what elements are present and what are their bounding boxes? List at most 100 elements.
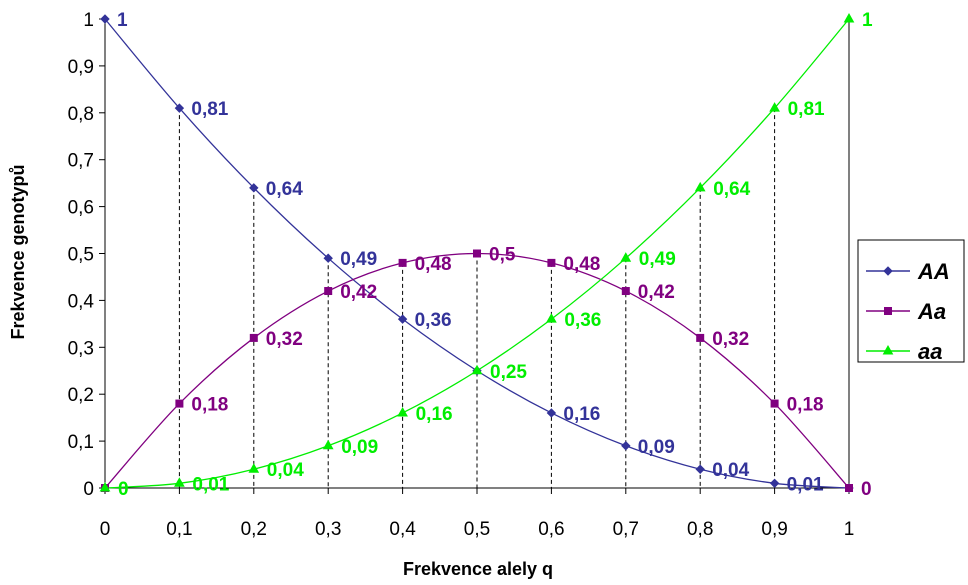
y-tick-label: 0,2 xyxy=(68,385,94,406)
x-tick-label: 0,4 xyxy=(389,519,416,540)
data-point-AA xyxy=(397,314,408,324)
data-point-Aa xyxy=(324,287,333,296)
series-markers xyxy=(99,12,855,493)
data-point-AA xyxy=(174,103,185,113)
x-tick-label: 0,9 xyxy=(761,519,787,540)
series-line-AA xyxy=(104,18,850,489)
axes xyxy=(99,18,850,494)
data-label-Aa: 0,48 xyxy=(563,254,600,275)
data-point-AA xyxy=(621,441,631,451)
x-axis-title: Frekvence alely q xyxy=(403,559,553,579)
data-point-AA xyxy=(323,253,333,263)
data-point-aa xyxy=(99,481,111,492)
y-tick-label: 0,9 xyxy=(68,57,94,78)
legend-label-AA: AA xyxy=(917,259,950,284)
data-point-aa xyxy=(620,252,632,262)
data-label-aa: 0,01 xyxy=(192,474,229,495)
data-point-AA xyxy=(769,478,780,489)
legend-marker-Aa xyxy=(884,307,892,315)
data-label-Aa: 0,18 xyxy=(191,395,228,416)
data-point-aa xyxy=(769,102,780,112)
data-point-aa xyxy=(546,313,557,323)
data-point-aa xyxy=(694,181,706,192)
y-tick-label: 0,4 xyxy=(68,291,95,312)
data-point-Aa xyxy=(770,399,779,408)
y-tick-label: 0,6 xyxy=(68,198,94,219)
data-point-AA xyxy=(100,14,110,24)
x-tick-label: 0,5 xyxy=(464,519,490,540)
y-tick-labels: 0 0,1 0,2 0,3 0,4 0,5 0,6 0,7 0,8 0,9 1 xyxy=(68,10,95,500)
data-point-AA xyxy=(546,408,557,418)
data-point-Aa xyxy=(249,333,258,342)
data-label-aa: 0,25 xyxy=(490,362,527,383)
data-label-AA: 0,16 xyxy=(563,404,600,425)
data-label-Aa: 0 xyxy=(861,479,872,500)
data-label-AA: 0,36 xyxy=(415,310,452,331)
x-tick-label: 0 xyxy=(100,519,111,540)
x-tick-label: 0,2 xyxy=(241,519,267,540)
data-label-Aa: 0,18 xyxy=(787,395,824,416)
legend: AA Aa aa xyxy=(857,239,965,364)
data-label-aa: 0,16 xyxy=(416,404,453,425)
data-point-Aa xyxy=(696,333,705,342)
y-tick-label: 0 xyxy=(83,479,94,500)
data-point-AA xyxy=(249,183,259,193)
data-label-AA: 1 xyxy=(117,10,128,31)
data-label-Aa: 0,32 xyxy=(266,329,303,350)
data-label-aa: 0,64 xyxy=(713,179,750,200)
drop-lines xyxy=(178,108,776,488)
legend-marker-AA xyxy=(883,266,893,276)
data-point-aa xyxy=(174,477,185,487)
data-label-AA: 0,09 xyxy=(638,437,675,458)
data-point-Aa xyxy=(175,399,184,408)
data-point-Aa xyxy=(473,249,481,258)
x-tick-label: 0,8 xyxy=(687,519,713,540)
x-tick-label: 1 xyxy=(844,519,855,540)
data-point-aa xyxy=(322,439,334,450)
legend-label-Aa: Aa xyxy=(917,299,946,324)
y-axis-title: Frekvence genotypů xyxy=(8,164,28,339)
data-point-aa xyxy=(248,463,260,473)
data-point-Aa xyxy=(621,287,630,296)
legend-box xyxy=(857,239,965,363)
data-point-aa xyxy=(471,364,483,375)
data-label-Aa: 0,42 xyxy=(638,282,675,303)
y-tick-label: 1 xyxy=(83,10,94,31)
x-tick-label: 0,1 xyxy=(166,519,192,540)
data-label-AA: 0,64 xyxy=(266,179,303,200)
x-tick-labels: 0 0,1 0,2 0,3 0,4 0,5 0,6 0,7 0,8 0,9 1 xyxy=(100,519,855,540)
y-tick-label: 0,8 xyxy=(68,104,94,125)
data-label-AA: 0,01 xyxy=(787,474,824,495)
y-tick-label: 0,7 xyxy=(68,151,94,172)
data-point-AA xyxy=(695,464,705,474)
data-label-aa: 0,49 xyxy=(639,249,676,270)
data-label-aa: 0 xyxy=(118,479,129,500)
data-point-Aa xyxy=(547,258,556,267)
y-tick-label: 0,1 xyxy=(68,432,94,453)
data-point-aa xyxy=(397,406,408,417)
x-tick-label: 0,7 xyxy=(613,519,639,540)
x-tick-label: 0,3 xyxy=(315,519,341,540)
x-tick-label: 0,6 xyxy=(538,519,564,540)
data-label-AA: 0,04 xyxy=(712,460,749,481)
series-line-aa xyxy=(104,18,850,489)
data-labels: 1 0,81 0,64 0,49 0,36 0,16 0,09 0,04 0,01 0,18 0,3… xyxy=(117,10,873,500)
data-point-Aa xyxy=(845,484,853,492)
data-label-Aa: 0,32 xyxy=(712,329,749,350)
data-label-aa: 1 xyxy=(862,10,873,31)
y-tick-label: 0,3 xyxy=(68,338,94,359)
data-label-aa: 0,81 xyxy=(788,99,825,120)
data-label-Aa: 0,42 xyxy=(340,282,377,303)
legend-marker-aa xyxy=(882,344,894,355)
data-label-aa: 0,36 xyxy=(564,310,601,331)
data-point-aa xyxy=(843,12,855,23)
data-point-Aa xyxy=(398,258,407,267)
y-tick-label: 0,5 xyxy=(68,245,94,266)
data-label-aa: 0,09 xyxy=(341,437,378,458)
data-label-Aa: 0,5 xyxy=(489,245,516,266)
data-label-aa: 0,04 xyxy=(267,460,304,481)
data-label-AA: 0,81 xyxy=(191,99,228,120)
legend-label-aa: aa xyxy=(918,339,942,364)
data-label-AA: 0,49 xyxy=(340,249,377,270)
